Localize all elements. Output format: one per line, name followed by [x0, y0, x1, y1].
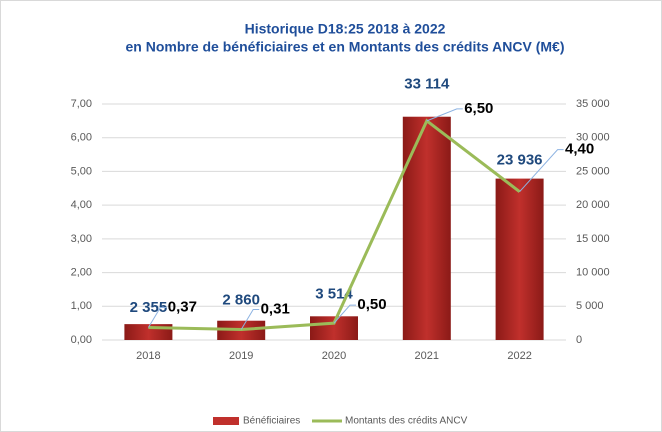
leader-line [240, 309, 260, 330]
bar [310, 316, 358, 340]
bar-value-label: 3 514 [315, 285, 353, 302]
bar-value-label: 23 936 [497, 152, 543, 169]
y-tick-label: 1,00 [71, 300, 92, 312]
chart-title: Historique D18:25 2018 à 2022 [245, 21, 446, 37]
y-tick-label: 7,00 [71, 98, 92, 110]
y-tick-label: 5,00 [71, 165, 92, 177]
y-tick-label: 2,00 [71, 266, 92, 278]
x-tick-label: 2019 [229, 350, 253, 362]
y-tick-label: 3,00 [71, 233, 92, 245]
bar-value-label: 2 860 [222, 292, 260, 309]
line-value-label: 6,50 [464, 100, 493, 117]
x-tick-label: 2018 [136, 350, 160, 362]
y2-tick-label: 10 000 [576, 266, 610, 278]
legend-swatch [213, 417, 239, 425]
line-value-label: 0,31 [261, 301, 290, 318]
leader-line [333, 304, 356, 324]
y2-tick-label: 20 000 [576, 199, 610, 211]
y-tick-label: 6,00 [71, 132, 92, 144]
line-value-label: 4,40 [565, 141, 594, 158]
leader-line [426, 108, 463, 122]
y-tick-label: 4,00 [71, 199, 92, 211]
y2-tick-label: 15 000 [576, 233, 610, 245]
x-tick-label: 2020 [322, 350, 346, 362]
leader-line [147, 307, 167, 328]
bar [495, 178, 544, 340]
y2-tick-label: 35 000 [576, 98, 610, 110]
legend-label: Montants des crédits ANCV [345, 416, 468, 427]
x-tick-label: 2022 [507, 350, 531, 362]
bar [402, 116, 451, 340]
chart-subtitle: en Nombre de bénéficiaires et en Montant… [125, 39, 564, 55]
y2-tick-label: 0 [576, 334, 582, 346]
y2-tick-label: 5 000 [576, 300, 604, 312]
legend-label: Bénéficiaires [243, 416, 300, 427]
x-tick-label: 2021 [415, 350, 439, 362]
bar-value-label: 33 114 [404, 76, 450, 93]
y2-tick-label: 25 000 [576, 165, 610, 177]
y2-tick-label: 30 000 [576, 132, 610, 144]
line-value-label: 0,50 [357, 296, 386, 313]
line-value-label: 0,37 [168, 298, 197, 315]
y-tick-label: 0,00 [71, 334, 92, 346]
leader-line [519, 149, 564, 192]
